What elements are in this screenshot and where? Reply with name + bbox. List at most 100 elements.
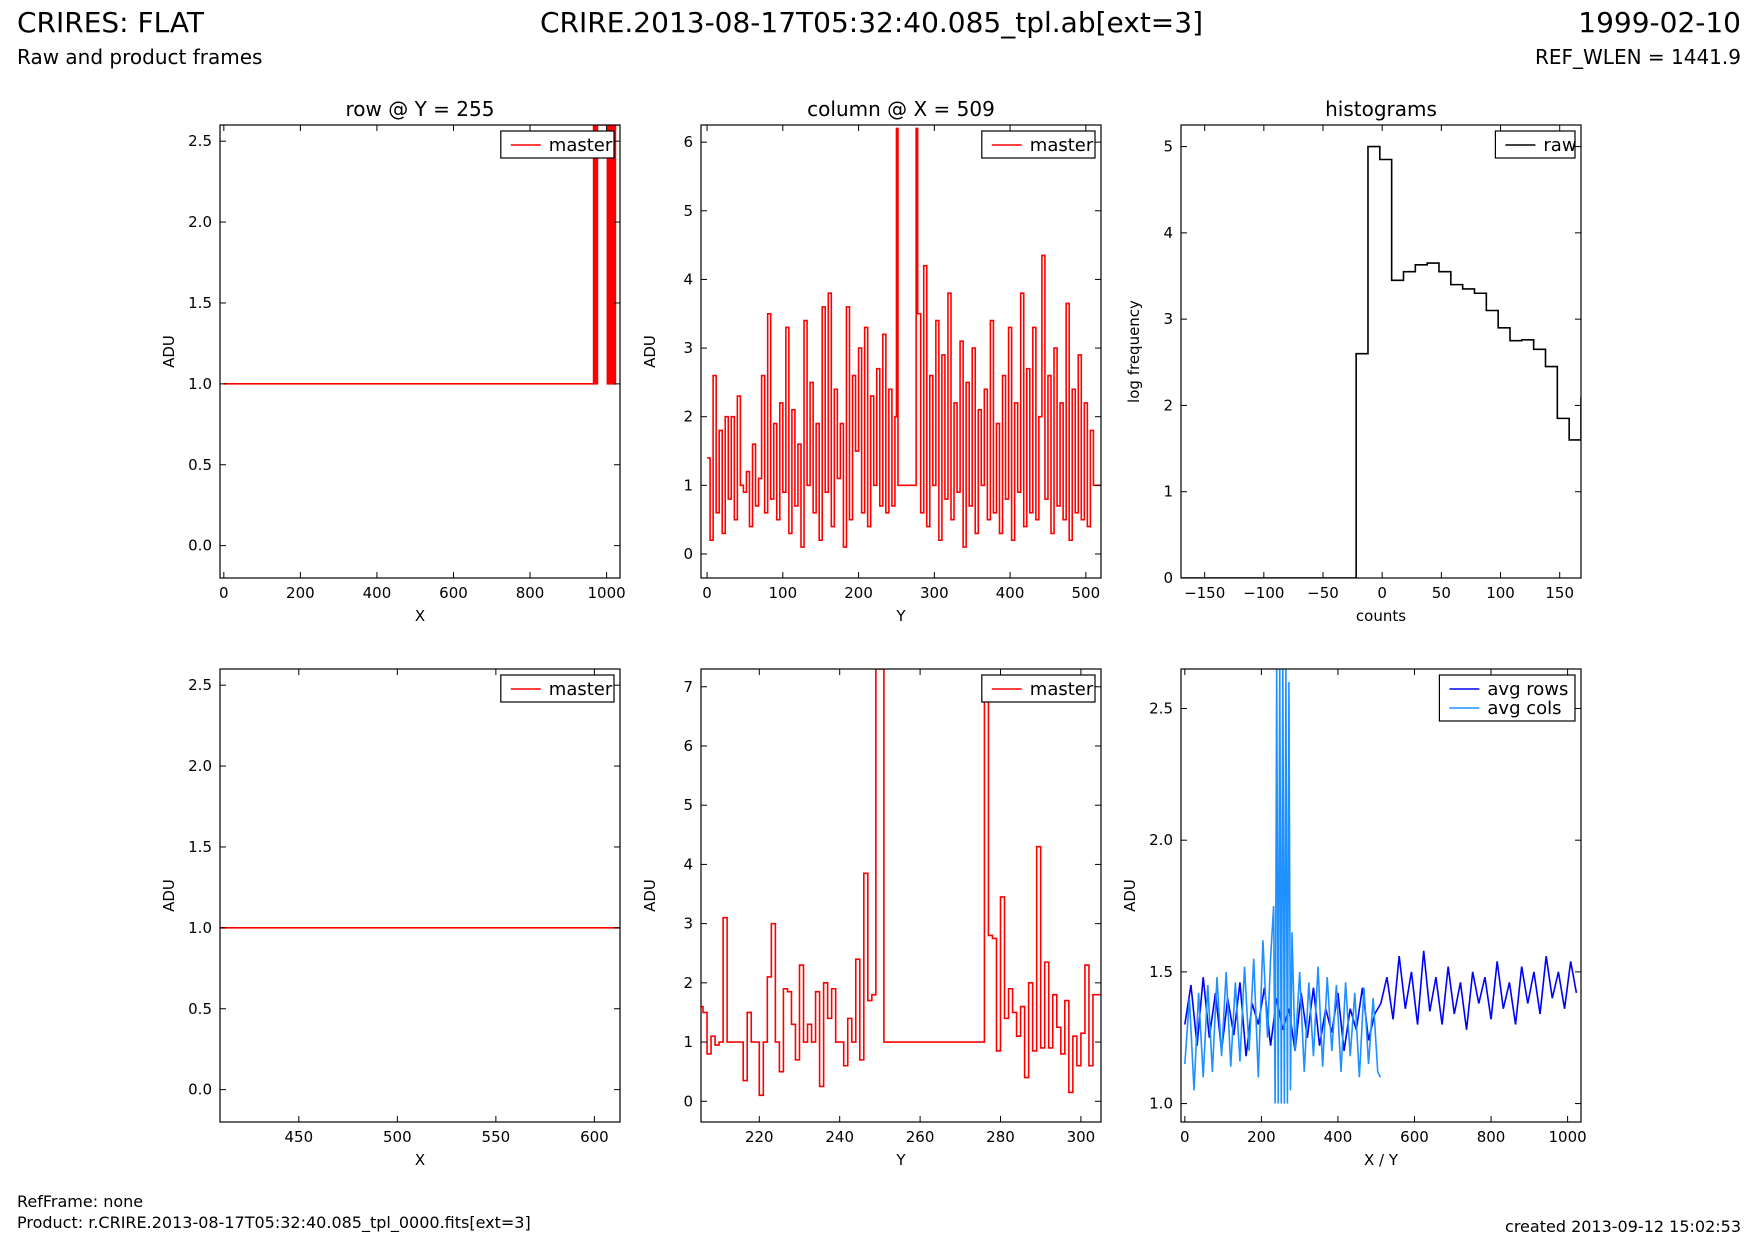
y-tick-label: 5: [683, 202, 693, 220]
chart-column-full: 0 100 200 300 400 500 0 1 2 3 4 5 6 column @ X = 509 Y…: [641, 97, 1102, 625]
x-tick-label: 220: [745, 1128, 774, 1146]
y-tick-label: 0.5: [188, 1000, 212, 1018]
x-tick-label: 300: [920, 584, 949, 602]
y-tick-label: 5: [683, 796, 693, 814]
y-tick-label: 0: [1163, 569, 1173, 587]
y-axis-label: ADU: [1121, 879, 1139, 912]
y-axis-label: ADU: [641, 879, 659, 912]
series-line-raw: [1181, 145, 1581, 578]
x-axis-label: counts: [1356, 607, 1406, 625]
legend-label: master: [549, 679, 613, 700]
x-tick-label: 50: [1432, 584, 1451, 602]
legend-label: master: [1030, 679, 1094, 700]
legend: master: [500, 130, 615, 159]
legend-label: avg cols: [1487, 698, 1561, 719]
y-axis-label: log frequency: [1125, 300, 1143, 403]
plot-frame: [219, 124, 621, 579]
x-tick-label: −150: [1184, 584, 1225, 602]
y-tick-label: 4: [683, 270, 693, 288]
x-tick-label: 0: [219, 584, 229, 602]
series-line-master: [701, 669, 1101, 1097]
x-tick-label: −50: [1307, 584, 1339, 602]
x-tick-label: 500: [383, 1128, 412, 1146]
x-tick-label: 0: [1377, 584, 1387, 602]
y-axis-label: ADU: [160, 879, 178, 912]
legend: master: [981, 130, 1096, 159]
y-tick-label: 1: [683, 1033, 693, 1051]
y-tick-label: 4: [683, 855, 693, 873]
x-tick-label: 400: [996, 584, 1025, 602]
x-tick-label: 1000: [588, 584, 626, 602]
x-tick-label: 200: [286, 584, 315, 602]
y-tick-label: 7: [683, 678, 693, 696]
y-tick-label: 3: [683, 339, 693, 357]
y-tick-label: 2.0: [188, 213, 212, 231]
y-tick-label: 0.5: [188, 456, 212, 474]
plot-frame: [700, 124, 1102, 579]
y-tick-label: 3: [683, 915, 693, 933]
x-tick-label: 0: [1180, 1128, 1190, 1146]
y-tick-label: 0.0: [188, 537, 212, 555]
series-line-avg-cols: [1184, 669, 1382, 1104]
x-axis-label: Y: [895, 1151, 906, 1169]
legend-label: master: [549, 135, 613, 156]
legend-label: master: [1030, 135, 1094, 156]
x-tick-label: 600: [1400, 1128, 1429, 1146]
x-tick-label: 450: [284, 1128, 313, 1146]
y-tick-label: 2: [1163, 396, 1173, 414]
y-tick-label: 1.5: [1149, 963, 1173, 981]
x-tick-label: 600: [439, 584, 468, 602]
y-tick-label: 2.5: [1149, 700, 1173, 718]
x-tick-label: 150: [1545, 584, 1574, 602]
chart-row-full: 0 200 400 600 800 1000 0.0 0.5 1.0 1.5 2.0 2.5 row @…: [160, 97, 626, 625]
x-tick-label: 550: [482, 1128, 511, 1146]
y-tick-label: 4: [1163, 224, 1173, 242]
y-tick-label: 1.0: [1149, 1095, 1173, 1113]
y-tick-label: 3: [1163, 310, 1173, 328]
figure-subtitle: Raw and product frames: [17, 45, 263, 69]
chart-averages: 0 200 400 600 800 1000 1.0 1.5 2.0 2.5 X / Y ADU avg…: [1121, 668, 1587, 1169]
y-tick-label: 6: [683, 133, 693, 151]
x-tick-label: 1000: [1549, 1128, 1587, 1146]
x-axis-label: X: [415, 607, 425, 625]
series-line-master: [223, 125, 620, 385]
y-tick-label: 1.5: [188, 838, 212, 856]
chart-title: row @ Y = 255: [346, 97, 495, 121]
x-axis-label: Y: [895, 607, 906, 625]
x-tick-label: 240: [825, 1128, 854, 1146]
figure-title: CRIRES: FLAT: [17, 6, 204, 39]
x-axis-label: X: [415, 1151, 425, 1169]
x-tick-label: 400: [1324, 1128, 1353, 1146]
x-tick-label: 800: [1477, 1128, 1506, 1146]
x-tick-label: 600: [580, 1128, 609, 1146]
plot-frame: [219, 668, 621, 1123]
x-tick-label: 500: [1072, 584, 1101, 602]
plot-frame: [1180, 668, 1582, 1123]
x-tick-label: 800: [516, 584, 545, 602]
y-tick-label: 5: [1163, 138, 1173, 156]
y-tick-label: 2.0: [1149, 831, 1173, 849]
y-tick-label: 6: [683, 737, 693, 755]
x-tick-label: 260: [906, 1128, 935, 1146]
series-line-avg-rows: [1184, 950, 1578, 1057]
x-axis-label: X / Y: [1364, 1151, 1399, 1169]
chart-histograms: −150 −100 −50 0 50 100 150 0 1 2 3 4 5 histograms coun…: [1125, 97, 1582, 625]
y-tick-label: 2.5: [188, 132, 212, 150]
y-tick-label: 2: [683, 974, 693, 992]
plot-frame: [1180, 124, 1582, 579]
file-name-title: CRIRE.2013-08-17T05:32:40.085_tpl.ab[ext…: [540, 6, 1204, 39]
y-axis-label: ADU: [160, 335, 178, 368]
x-tick-label: 200: [844, 584, 873, 602]
chart-row-zoom: 450 500 550 600 0.0 0.5 1.0 1.5 2.0 2.5 X ADU master: [160, 668, 621, 1169]
plot-frame: [700, 668, 1102, 1123]
y-tick-label: 2.0: [188, 757, 212, 775]
y-tick-label: 2.5: [188, 676, 212, 694]
refframe-label: RefFrame: none: [17, 1192, 144, 1211]
chart-title: histograms: [1325, 97, 1437, 121]
legend-label: avg rows: [1487, 679, 1568, 700]
legend-box: [1438, 674, 1576, 722]
chart-title: column @ X = 509: [807, 97, 995, 121]
x-tick-label: 400: [363, 584, 392, 602]
x-tick-label: 100: [768, 584, 797, 602]
